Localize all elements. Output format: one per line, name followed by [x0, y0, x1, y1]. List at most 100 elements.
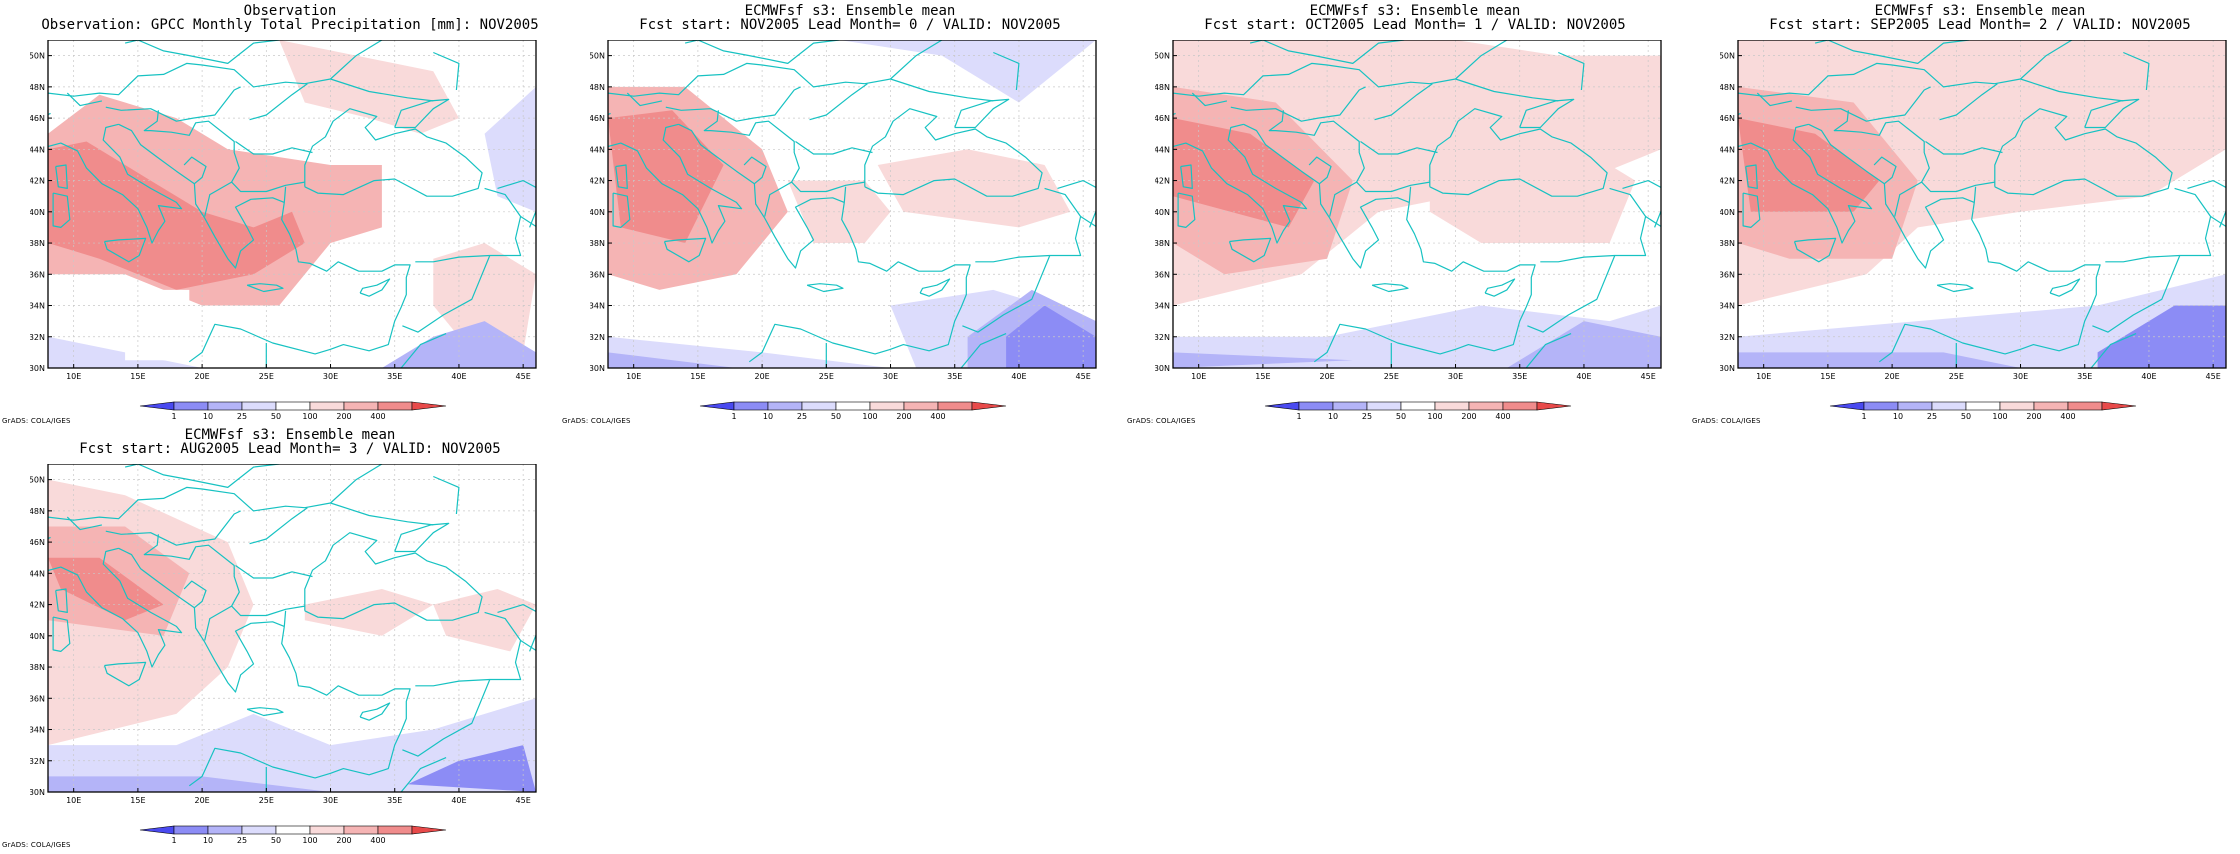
lat-tick-label: 40N: [1720, 208, 1735, 217]
coastline: [795, 141, 873, 155]
map-panel-lead2: ECMWFsf s3: Ensemble mean Fcst start: SE…: [1692, 0, 2240, 430]
colorbar-label: 100: [862, 412, 877, 421]
coastline: [2123, 51, 2150, 91]
lat-tick-label: 50N: [30, 476, 45, 485]
coastline: [66, 92, 103, 107]
coastline: [118, 123, 285, 269]
coastline: [1833, 110, 1930, 217]
colorbar-label: 10: [1893, 412, 1903, 421]
colorbar: 1 10 25 50 100 200 400: [128, 822, 458, 846]
precip-shading: [125, 289, 190, 361]
coastline: [330, 464, 383, 504]
colorbar-swatch: [1298, 401, 1334, 411]
coastline: [954, 98, 1010, 129]
coastline: [1808, 123, 1975, 269]
precip-shading: [839, 40, 1096, 103]
lat-tick-label: 48N: [30, 507, 45, 516]
coastline: [1313, 202, 1536, 363]
coastline: [105, 86, 241, 122]
lat-tick-label: 50N: [30, 52, 45, 61]
map-plot: 30N 32N 34N 36N 38N 40N 42N 44N 46N 48N 50N 10E 15E 2…: [30, 464, 540, 804]
lat-tick-label: 36N: [30, 694, 45, 703]
colorbar: 1 10 25 50 100 200 400: [688, 398, 1018, 422]
colorbar-label: 50: [271, 836, 281, 845]
map-panel-observation: Observation Observation: GPCC Monthly To…: [2, 0, 560, 430]
map-plot: 30N 32N 34N 36N 38N 40N 42N 44N 46N 48N 50N 10E 15E 2…: [590, 40, 1100, 380]
lat-tick-label: 50N: [590, 52, 605, 61]
lon-tick-label: 40E: [451, 796, 466, 804]
precip-shading: [1738, 274, 2226, 368]
lat-tick-label: 40N: [30, 632, 45, 641]
colorbar-swatch: [343, 401, 379, 411]
lon-tick-label: 20E: [194, 796, 209, 804]
lon-tick-label: 30E: [883, 372, 898, 380]
coastline: [359, 278, 391, 297]
lon-tick-label: 20E: [754, 372, 769, 380]
lat-tick-label: 44N: [1155, 145, 1170, 154]
lon-tick-label: 25E: [259, 372, 274, 380]
precip-shading: [48, 698, 536, 792]
lon-tick-label: 10E: [626, 372, 641, 380]
lat-tick-label: 30N: [1155, 364, 1170, 373]
lat-tick-label: 46N: [1155, 114, 1170, 123]
coastline: [665, 86, 801, 122]
lat-tick-label: 42N: [1720, 177, 1735, 186]
colorbar-swatch: [241, 825, 277, 835]
lat-tick-label: 36N: [30, 270, 45, 279]
lat-tick-label: 38N: [1720, 239, 1735, 248]
lat-tick-label: 46N: [30, 114, 45, 123]
colorbar-swatch: [343, 825, 379, 835]
lon-tick-label: 15E: [130, 796, 145, 804]
colorbar-swatch: [971, 401, 1007, 411]
colorbar-swatch: [377, 401, 413, 411]
colorbar-label: 400: [370, 412, 385, 421]
coastline: [55, 164, 68, 189]
colorbar-swatch: [903, 401, 939, 411]
coastline: [1527, 255, 1616, 333]
coastline: [402, 679, 491, 757]
precip-shading: [1738, 118, 1880, 212]
lat-tick-label: 32N: [1720, 333, 1735, 342]
lat-tick-label: 30N: [1720, 364, 1735, 373]
lon-tick-label: 30E: [323, 796, 338, 804]
coastline: [188, 626, 411, 787]
lon-tick-label: 35E: [947, 372, 962, 380]
precip-shading: [381, 321, 536, 368]
lon-tick-label: 35E: [1512, 372, 1527, 380]
lat-tick-label: 34N: [30, 302, 45, 311]
coastline: [1622, 180, 1661, 228]
coastline: [1177, 192, 1196, 228]
precip-shading: [407, 745, 536, 792]
colorbar-swatch: [173, 825, 209, 835]
lon-tick-label: 20E: [1884, 372, 1899, 380]
lat-tick-label: 36N: [1720, 270, 1735, 279]
lon-tick-label: 30E: [2013, 372, 2028, 380]
coastline: [684, 40, 840, 64]
colorbar-label: 25: [237, 836, 247, 845]
coastline: [806, 283, 844, 293]
coastline: [1173, 62, 1559, 102]
coastline: [520, 215, 536, 228]
panel-subtitle: Fcst start: SEP2005 Lead Month= 2 / VALI…: [1769, 17, 2191, 33]
colorbar-swatch: [1434, 401, 1470, 411]
lat-tick-label: 42N: [1155, 177, 1170, 186]
coastline: [1873, 156, 1897, 185]
colorbar-label: 100: [1427, 412, 1442, 421]
colorbar-swatch: [1400, 401, 1436, 411]
colorbar-swatch: [207, 401, 243, 411]
coastline: [1371, 283, 1409, 293]
colorbar-label: 100: [302, 836, 317, 845]
lat-tick-label: 44N: [590, 145, 605, 154]
colorbar-swatch: [2033, 401, 2069, 411]
coastline: [283, 610, 287, 627]
coastline: [2210, 215, 2226, 228]
lat-tick-label: 40N: [30, 208, 45, 217]
colorbar-swatch: [801, 401, 837, 411]
lon-tick-label: 35E: [2077, 372, 2092, 380]
coastline: [1268, 110, 1365, 217]
lat-tick-label: 34N: [590, 302, 605, 311]
coastline: [183, 156, 207, 185]
coastline: [1173, 123, 1308, 244]
coastline: [1558, 51, 1585, 91]
colorbar: 1 10 25 50 100 200 400: [128, 398, 458, 422]
